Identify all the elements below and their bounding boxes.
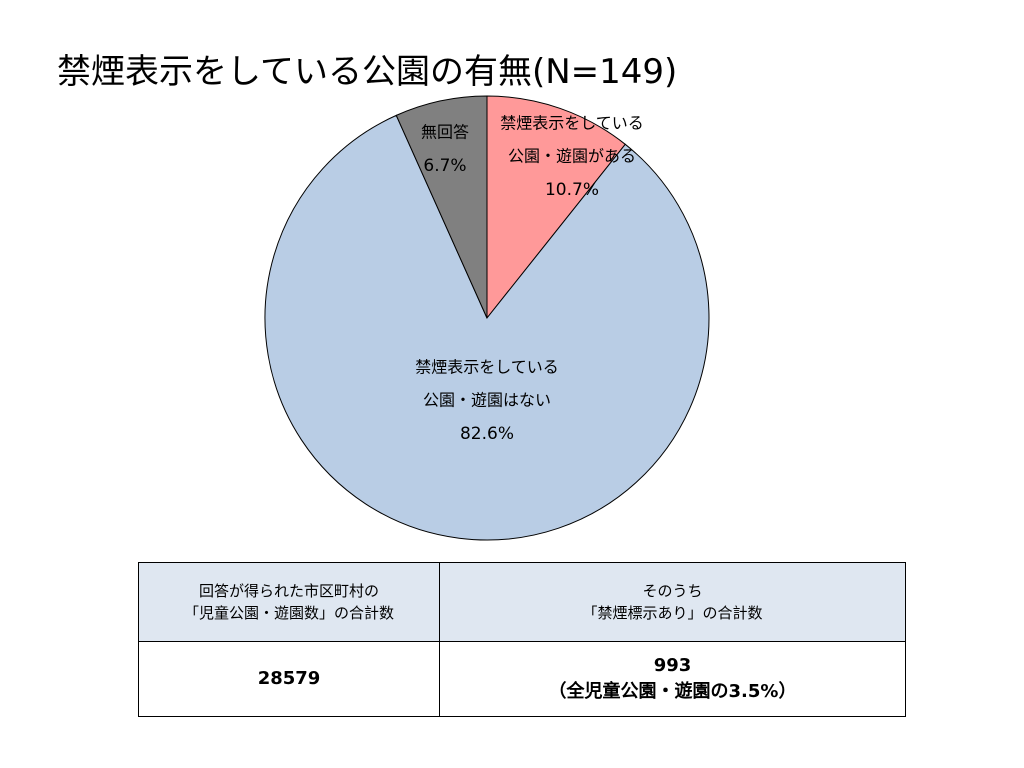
header-line: そのうち: [642, 582, 703, 600]
header-line: 「児童公園・遊園数」の合計数: [183, 604, 394, 622]
cell-no-smoking-signs: 993 （全児童公園・遊園の3.5%）: [439, 641, 906, 717]
cell-value: 993: [653, 655, 692, 676]
page-title: 禁煙表示をしている公園の有無(N=149): [57, 52, 678, 92]
slice-percent-label: 6.7%: [423, 156, 466, 176]
summary-table: 回答が得られた市区町村の 「児童公園・遊園数」の合計数 そのうち 「禁煙標示あり…: [138, 562, 906, 717]
slice-no-answer: [395, 95, 488, 319]
slice-category-label: 禁煙表示をしている: [500, 114, 644, 133]
pie-chart: 禁煙表示をしている公園・遊園がある10.7%禁煙表示をしている公園・遊園はない8…: [264, 95, 710, 541]
table-header-row: 回答が得られた市区町村の 「児童公園・遊園数」の合計数 そのうち 「禁煙標示あり…: [138, 562, 906, 642]
slice-percent-label: 10.7%: [545, 180, 599, 200]
cell-value: 28579: [257, 668, 321, 689]
header-total-parks: 回答が得られた市区町村の 「児童公園・遊園数」の合計数: [138, 562, 440, 642]
slice-category-label: 公園・遊園がある: [508, 147, 636, 166]
header-line: 回答が得られた市区町村の: [198, 582, 379, 600]
cell-total-parks: 28579: [138, 641, 440, 717]
header-line: 「禁煙標示あり」の合計数: [582, 604, 763, 622]
slice-category-label: 公園・遊園はない: [423, 391, 551, 410]
slice-percent-label: 82.6%: [460, 424, 514, 444]
table-row: 28579 993 （全児童公園・遊園の3.5%）: [138, 641, 906, 717]
slice-without-signs: [264, 114, 710, 541]
slice-category-label: 無回答: [421, 123, 469, 142]
slice-with-signs: [486, 95, 626, 320]
header-no-smoking-signs: そのうち 「禁煙標示あり」の合計数: [439, 562, 906, 642]
cell-note: （全児童公園・遊園の3.5%）: [548, 681, 797, 702]
slice-category-label: 禁煙表示をしている: [415, 358, 559, 377]
